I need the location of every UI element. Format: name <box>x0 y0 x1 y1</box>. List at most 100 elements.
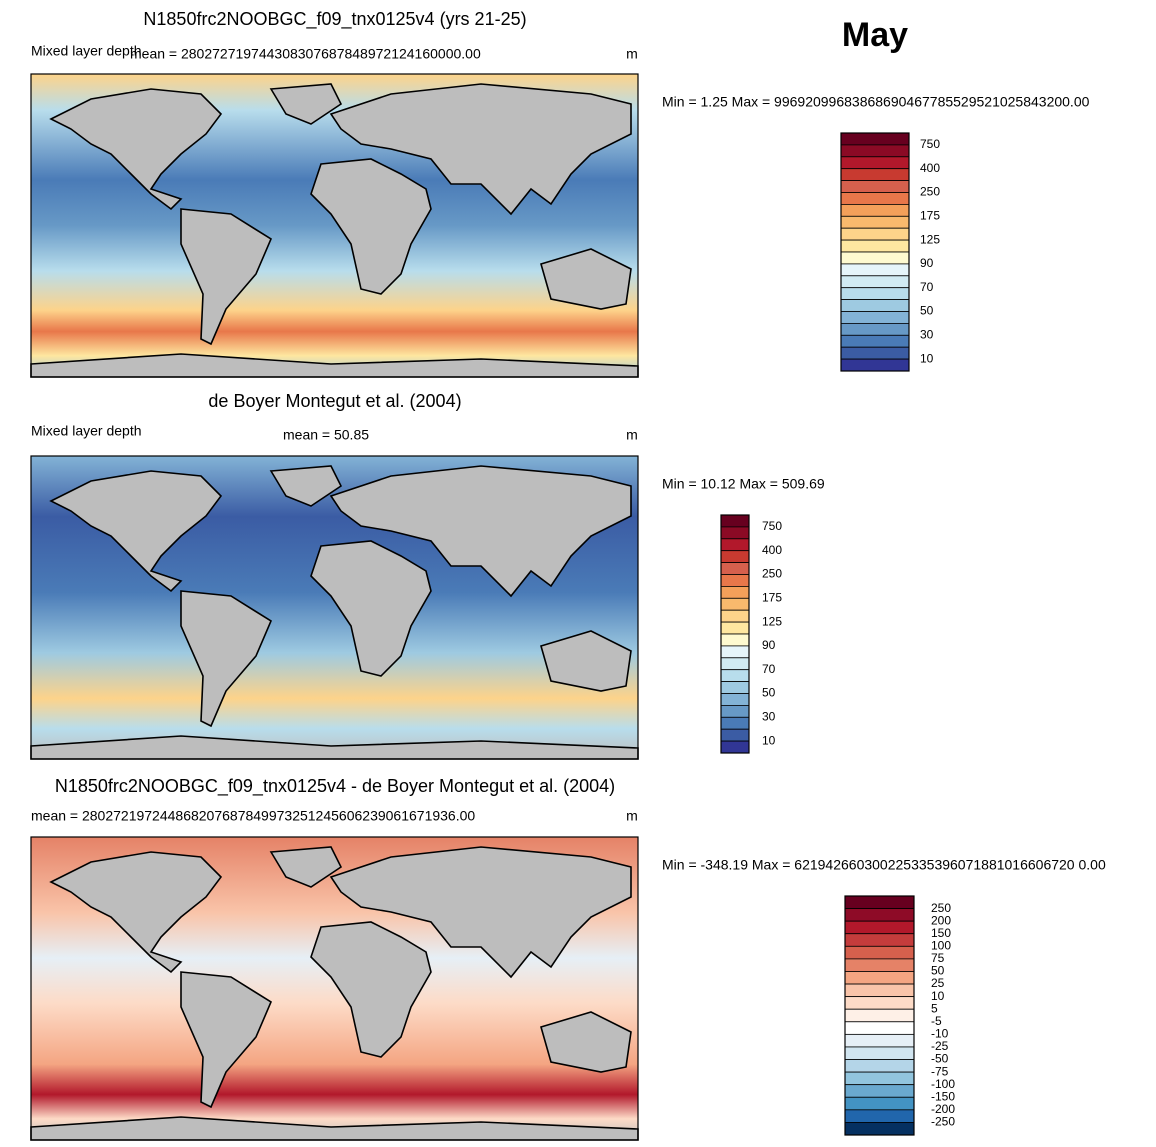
colorbar-label: -5 <box>931 1014 942 1028</box>
colorbar-label: 50 <box>931 964 945 978</box>
colorbar-swatch <box>844 1008 915 1023</box>
colorbar-swatch <box>840 299 910 312</box>
colorbar-frame <box>840 132 910 372</box>
colorbar-swatch <box>844 1071 915 1086</box>
colorbar-label: -50 <box>931 1052 949 1066</box>
colorbar-swatch <box>840 203 910 217</box>
colorbar-label: -150 <box>931 1089 955 1103</box>
colorbar-label: 250 <box>762 567 782 581</box>
month-title: May <box>842 16 908 54</box>
colorbar-swatch <box>720 621 750 635</box>
colorbar-label: 70 <box>920 280 934 294</box>
left-label: Mixed layer depth <box>31 43 142 59</box>
units: m <box>626 808 638 824</box>
colorbar-swatch <box>720 693 750 706</box>
colorbar-swatch <box>844 920 915 935</box>
colorbar-swatch <box>844 983 915 998</box>
colorbar-label: 175 <box>920 208 940 222</box>
colorbar-swatch <box>844 1084 915 1098</box>
colorbar-label: 30 <box>920 327 934 341</box>
map-frame <box>30 836 639 1141</box>
colorbar-swatch <box>844 1122 915 1136</box>
colorbar-label: 10 <box>931 989 945 1003</box>
panel-title: N1850frc2NOOBGC_f09_tnx0125v4 - de Boyer… <box>55 776 615 797</box>
colorbar-swatch <box>844 1109 915 1123</box>
colorbar-swatch <box>844 958 915 972</box>
map <box>30 836 639 1141</box>
colorbar-swatch <box>840 239 910 253</box>
colorbar-swatch <box>840 192 910 205</box>
colorbar-swatch <box>844 1021 915 1035</box>
colorbar-swatch <box>840 287 910 301</box>
colorbar-label: 25 <box>931 976 945 990</box>
colorbar-label: -100 <box>931 1077 955 1091</box>
colorbar-label: 150 <box>931 926 951 940</box>
colorbar-swatch <box>844 1033 915 1048</box>
colorbar-swatch <box>720 597 750 611</box>
colorbar-swatch <box>840 156 910 170</box>
colorbar-swatch <box>844 1096 915 1111</box>
colorbar-swatch <box>844 895 915 909</box>
colorbar-swatch <box>720 609 750 623</box>
colorbar-label: 70 <box>762 662 776 676</box>
colorbar-frame <box>844 895 915 1136</box>
colorbar-swatch <box>844 1046 915 1060</box>
colorbar-label: 175 <box>762 590 782 604</box>
colorbar-swatch <box>840 215 910 229</box>
colorbar-swatch <box>840 168 910 181</box>
colorbar-swatch <box>840 346 910 360</box>
colorbar-swatch <box>720 633 750 647</box>
colorbar-swatch <box>720 716 750 730</box>
colorbar-swatch <box>720 657 750 671</box>
colorbar-label: 125 <box>762 614 782 628</box>
colorbar-swatch <box>844 971 915 985</box>
colorbar-label: -250 <box>931 1115 955 1129</box>
colorbar-swatch <box>840 132 910 146</box>
map-frame <box>30 455 639 760</box>
colorbar-label: 750 <box>762 519 782 533</box>
mean-label: mean = 50.85 <box>283 427 369 443</box>
panel-title: N1850frc2NOOBGC_f09_tnx0125v4 (yrs 21-25… <box>143 9 526 30</box>
colorbar-swatch <box>720 705 750 718</box>
colorbar-label: -25 <box>931 1039 949 1053</box>
min-max: Min = 1.25 Max = 99692099683868690467785… <box>662 94 1090 110</box>
colorbar-swatch <box>720 514 750 528</box>
colorbar-swatch <box>840 227 910 241</box>
colorbar-swatch <box>840 275 910 289</box>
colorbar-label: -200 <box>931 1102 955 1116</box>
colorbar-label: 50 <box>920 304 934 318</box>
colorbar-swatch <box>840 144 910 158</box>
colorbar-label: 30 <box>762 709 776 723</box>
colorbar-frame <box>720 514 750 754</box>
colorbar-swatch <box>844 945 915 960</box>
colorbar-label: 400 <box>920 161 940 175</box>
colorbar-label: 75 <box>931 951 945 965</box>
colorbar-swatch <box>840 251 910 265</box>
colorbar-label: 250 <box>920 185 940 199</box>
map-frame <box>30 73 639 378</box>
mean-label: mean = 280272719744308307687848972124160… <box>130 46 481 62</box>
colorbar-label: 400 <box>762 543 782 557</box>
colorbar-swatch <box>720 574 750 587</box>
colorbar-swatch <box>720 562 750 575</box>
colorbar-swatch <box>720 645 750 659</box>
colorbar-swatch <box>720 681 750 694</box>
colorbar-swatch <box>840 334 910 348</box>
colorbar-label: 10 <box>762 733 776 747</box>
units: m <box>626 46 638 62</box>
colorbar-swatch <box>844 996 915 1010</box>
colorbar-label: 750 <box>920 137 940 151</box>
map <box>30 73 639 378</box>
colorbar-label: 250 <box>931 901 951 915</box>
colorbar-swatch <box>844 908 915 922</box>
colorbar-label: 90 <box>920 256 934 270</box>
left-label: Mixed layer depth <box>31 423 142 439</box>
colorbar-label: 200 <box>931 913 951 927</box>
colorbar-swatch <box>844 1059 915 1073</box>
min-max: Min = -348.19 Max = 62194266030022533539… <box>662 857 1106 873</box>
mean-label: mean = 280272197244868207687849973251245… <box>31 808 475 824</box>
panel-title: de Boyer Montegut et al. (2004) <box>208 391 461 411</box>
colorbar-label: 90 <box>762 638 776 652</box>
